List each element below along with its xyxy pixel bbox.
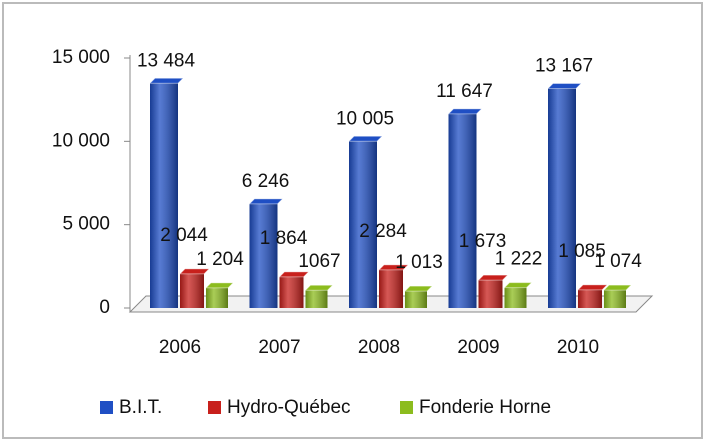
bar-top <box>503 282 533 289</box>
bar-top <box>377 264 410 271</box>
bar-top <box>477 274 509 281</box>
bar-shade <box>548 88 576 308</box>
legend-swatch <box>208 401 221 414</box>
bar-shade <box>478 280 503 308</box>
x-tick-label: 2007 <box>258 337 300 358</box>
bar-top <box>148 77 185 84</box>
y-tick-label: 0 <box>99 297 110 318</box>
bar-shade <box>305 290 328 308</box>
data-label: 10 005 <box>336 108 394 129</box>
legend-swatch <box>400 401 413 414</box>
y-tick-label: 5 000 <box>62 214 110 235</box>
y-tick-label: 15 000 <box>52 47 110 68</box>
data-label: 1 864 <box>260 228 308 249</box>
data-label: 13 484 <box>137 50 196 71</box>
y-tick-label: 10 000 <box>52 130 110 151</box>
x-tick-label: 2010 <box>557 337 599 358</box>
bar-shade <box>405 291 427 308</box>
x-tick-label: 2008 <box>358 337 400 358</box>
bar-shade <box>379 269 403 308</box>
data-label: 2 044 <box>160 225 208 246</box>
bar-shade <box>604 290 626 308</box>
data-label: 1 222 <box>495 249 543 270</box>
data-label: 6 246 <box>242 171 290 192</box>
bar-top <box>447 108 483 115</box>
bar-top <box>546 83 583 90</box>
bar-top <box>204 282 235 289</box>
x-tick-label: 2009 <box>457 337 499 358</box>
bar-shade <box>206 287 228 308</box>
bar-shade <box>504 287 527 308</box>
data-label: 1067 <box>298 251 340 272</box>
bar-shade <box>448 113 477 308</box>
bar-top <box>403 285 434 292</box>
data-label: 1 074 <box>594 251 642 272</box>
bar-top <box>278 271 310 278</box>
bar-top <box>347 135 384 142</box>
legend-label: Fonderie Horne <box>419 397 551 418</box>
data-label: 1 204 <box>196 249 244 270</box>
bar-shade <box>249 203 278 308</box>
legend-label: B.I.T. <box>119 397 162 418</box>
x-tick-label: 2006 <box>159 337 201 358</box>
bar-top <box>178 268 211 275</box>
bar-top <box>248 198 284 205</box>
bar-shade <box>180 273 204 308</box>
data-label: 2 284 <box>359 221 407 242</box>
data-label: 1 673 <box>459 231 507 252</box>
bar-shade <box>279 276 304 308</box>
legend-swatch <box>100 401 113 414</box>
data-label: 11 647 <box>436 81 493 102</box>
bar-top <box>602 284 633 291</box>
bar-shade <box>150 83 178 309</box>
bar-shade <box>578 289 602 308</box>
legend-label: Hydro-Québec <box>227 397 351 418</box>
data-label: 1 013 <box>395 252 443 273</box>
bar-top <box>576 284 609 291</box>
bar-shade <box>349 141 377 308</box>
data-label: 13 167 <box>535 56 593 77</box>
bar-top <box>304 284 334 291</box>
data-label: 1 085 <box>558 241 606 262</box>
